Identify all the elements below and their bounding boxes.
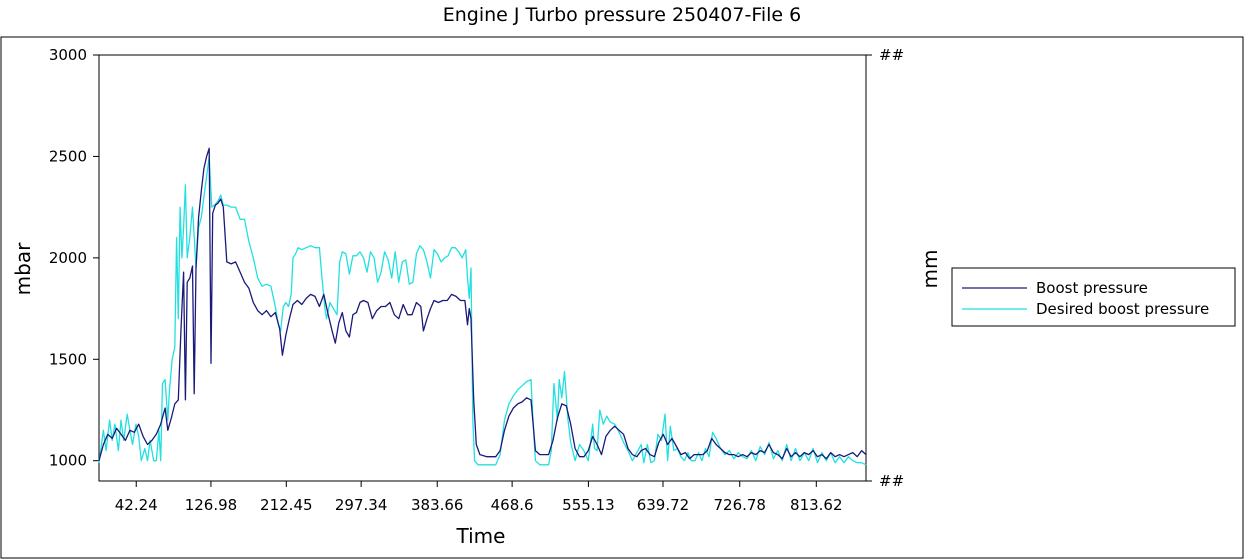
y-axis-ticks: 1000 1500 2000 2500 3000 [49, 46, 99, 470]
legend-label-desired-boost-pressure: Desired boost pressure [1036, 300, 1209, 318]
x-tick-label: 555.13 [562, 496, 615, 514]
y-tick-label: 3000 [49, 46, 87, 64]
y2-tick-label: ## [879, 46, 904, 64]
series-line-desired-boost-pressure [98, 155, 867, 466]
plot-area [98, 54, 867, 482]
x-tick-label: 212.45 [260, 496, 313, 514]
x-axis-ticks: 42.24 126.98 212.45 297.34 383.66 468.6 555.13… [115, 481, 843, 514]
chart-title: Engine J Turbo pressure 250407-File 6 [443, 4, 802, 26]
x-tick-label: 383.66 [411, 496, 464, 514]
legend: Boost pressure Desired boost pressure [951, 267, 1236, 327]
legend-label-boost-pressure: Boost pressure [1036, 279, 1148, 297]
x-tick-label: 726.78 [713, 496, 766, 514]
y-tick-label: 1500 [49, 350, 87, 368]
x-tick-label: 297.34 [335, 496, 388, 514]
x-tick-label: 813.62 [790, 496, 843, 514]
y2-axis-ticks: ## ## [866, 46, 904, 490]
x-tick-label: 126.98 [185, 496, 238, 514]
series-line-boost-pressure [98, 147, 867, 461]
x-axis-label: Time [456, 524, 506, 548]
series-group [98, 147, 867, 466]
x-tick-label: 639.72 [637, 496, 690, 514]
y-tick-label: 1000 [49, 452, 87, 470]
y2-tick-label: ## [879, 472, 904, 490]
y2-axis-label: mm [918, 250, 942, 289]
y-axis-label: mbar [11, 242, 35, 295]
y-tick-label: 2500 [49, 147, 87, 165]
legend-box [951, 267, 1236, 327]
chart-outer-frame [0, 36, 1244, 559]
x-tick-label: 42.24 [115, 496, 158, 514]
y-tick-label: 2000 [49, 249, 87, 267]
x-tick-label: 468.6 [491, 496, 534, 514]
